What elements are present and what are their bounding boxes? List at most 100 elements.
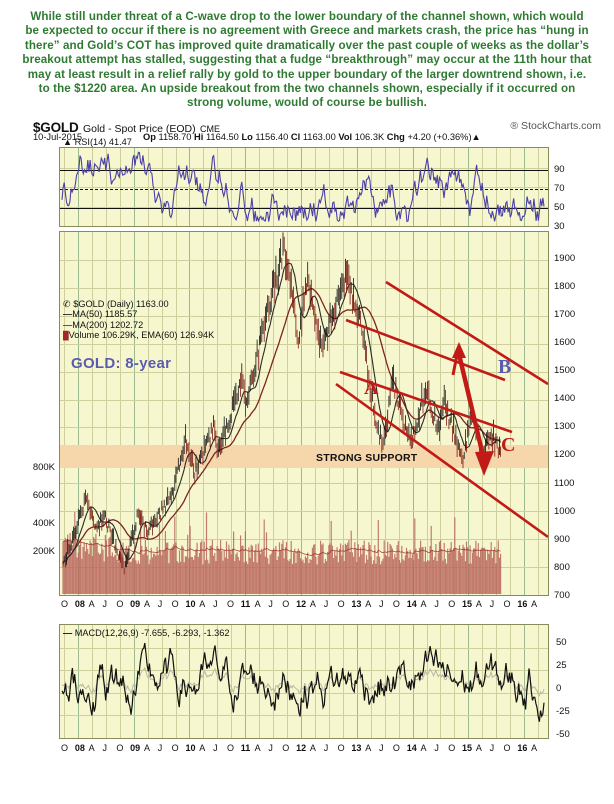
- x-axis-label-32: O: [503, 598, 511, 609]
- x-axis-label-21: 13: [351, 598, 362, 609]
- rsi-ytick-70: 70: [554, 182, 565, 194]
- x-axis-label-10: A: [199, 598, 206, 609]
- x-axis-label-23: J: [379, 742, 384, 753]
- price-ytick-900: 900: [554, 533, 570, 545]
- macd-ytick-25: 25: [556, 660, 567, 672]
- price-gridlines: [60, 231, 548, 595]
- x-axis-label-4: O: [116, 598, 124, 609]
- stockcharts-chart: $GOLD Gold - Spot Price (EOD) CME ® Stoc…: [11, 118, 603, 769]
- x-axis-label-14: A: [254, 742, 261, 753]
- price-ytick-800: 800: [554, 561, 570, 573]
- chart-header: $GOLD Gold - Spot Price (EOD) CME: [33, 119, 220, 137]
- price-legend: ✆ $GOLD (Daily) 1163.00 —MA(50) 1185.57 …: [63, 299, 214, 342]
- x-axis-label-28: O: [448, 742, 456, 753]
- x-axis-label-11: J: [213, 598, 218, 609]
- chart-exchange: CME: [200, 123, 221, 134]
- volume-label: Vol: [338, 131, 353, 142]
- close-label: Cl: [290, 131, 301, 142]
- open-label: Op: [143, 131, 156, 142]
- x-axis-label-11: J: [213, 742, 218, 753]
- chart-symbol: $GOLD: [33, 119, 79, 135]
- rsi-ytick-90: 90: [554, 163, 565, 175]
- x-axis-label-31: J: [489, 742, 495, 753]
- rsi-overbought-line: [60, 169, 548, 171]
- x-axis-label-16: O: [282, 598, 290, 609]
- x-axis-label-22: A: [365, 598, 372, 609]
- x-axis-label-17: 12: [296, 598, 307, 609]
- price-ytick-1600: 1600: [554, 337, 576, 349]
- price-ytick-1900: 1900: [554, 252, 576, 264]
- x-axis-label-25: 14: [406, 742, 417, 753]
- x-axis-label-8: O: [171, 598, 179, 609]
- x-axis-label-19: J: [323, 742, 329, 753]
- price-legend-line3: MA(200) 1202.72: [72, 319, 144, 330]
- x-axis-label-20: O: [337, 598, 345, 609]
- price-ytick-1000: 1000: [554, 505, 576, 517]
- x-axis-label-9: 10: [185, 742, 196, 753]
- x-axis-label-33: 16: [517, 742, 528, 753]
- price-ytick-1200: 1200: [554, 449, 576, 461]
- x-axis-label-28: O: [448, 598, 456, 609]
- ma200-swatch-icon: —: [63, 319, 73, 330]
- price-legend-line1: $GOLD (Daily) 1163.00: [73, 298, 169, 309]
- market-commentary: While still under threat of a C-wave dro…: [22, 10, 592, 110]
- low-value: 1156.40: [255, 131, 289, 142]
- chart-description: Gold - Spot Price (EOD): [82, 122, 196, 135]
- x-axis-label-3: J: [102, 742, 107, 753]
- macd-legend-text: MACD(12,26,9) -7.655, -6.293, -1.362: [74, 627, 230, 638]
- x-axis-label-6: A: [143, 742, 150, 753]
- x-axis-label-2: A: [88, 598, 95, 609]
- close-value: 1163.00: [302, 131, 336, 142]
- change-value: +4.20 (+0.36%): [407, 131, 472, 142]
- wave-c-label: C: [501, 433, 516, 456]
- x-axis-label-26: A: [420, 598, 427, 609]
- x-axis-label-9: 10: [185, 598, 196, 609]
- rsi-oversold-line: [60, 207, 548, 209]
- rsi-legend: ▲ RSI(14) 41.47: [63, 137, 132, 147]
- x-axis-label-0: O: [61, 742, 69, 753]
- x-axis-label-16: O: [282, 742, 290, 753]
- x-axis-label-2: A: [88, 742, 95, 753]
- x-axis-label-8: O: [171, 742, 179, 753]
- x-axis-label-21: 13: [351, 742, 362, 753]
- strong-support-band: [60, 444, 548, 468]
- price-legend-line2: MA(50) 1185.57: [72, 309, 138, 320]
- x-axis-label-5: 09: [130, 598, 141, 609]
- price-legend-line4: Volume 106.29K, EMA(60) 126.94K: [68, 330, 215, 341]
- volume-ytick-600K: 600K: [32, 489, 55, 501]
- x-axis-label-1: 08: [74, 742, 85, 753]
- ohlc-quote-bar: 10-Jul-2015 Op 1158.70 Hi 1164.50 Lo 1156…: [33, 132, 481, 142]
- price-ytick-1800: 1800: [554, 280, 576, 292]
- volume-bars-icon: █: [63, 331, 69, 341]
- x-axis-label-34: A: [531, 598, 538, 609]
- price-ytick-1700: 1700: [554, 309, 576, 321]
- volume-value: 106.3K: [354, 131, 385, 142]
- macd-legend-icon: —: [63, 627, 73, 638]
- macd-legend: — MACD(12,26,9) -7.655, -6.293, -1.362: [63, 628, 230, 638]
- x-axis-label-26: A: [420, 742, 427, 753]
- strong-support-label: STRONG SUPPORT: [316, 451, 418, 464]
- x-axis-label-27: J: [434, 598, 439, 609]
- x-axis-label-30: A: [475, 742, 482, 753]
- x-axis-label-5: 09: [130, 742, 141, 753]
- chart-annotation-title: GOLD: 8-year: [71, 354, 172, 372]
- x-axis-label-24: O: [392, 598, 400, 609]
- x-axis-label-34: A: [531, 742, 538, 753]
- high-value: 1164.50: [205, 131, 239, 142]
- volume-ytick-400K: 400K: [32, 517, 55, 529]
- x-axis-label-23: J: [379, 598, 384, 609]
- price-ytick-1500: 1500: [554, 365, 576, 377]
- x-axis-label-19: J: [323, 598, 329, 609]
- x-axis-label-32: O: [503, 742, 511, 753]
- x-axis-label-7: J: [157, 742, 163, 753]
- x-axis-label-24: O: [392, 742, 400, 753]
- price-panel: [59, 230, 549, 596]
- wave-a-label: A: [364, 376, 379, 399]
- x-axis-label-18: A: [309, 598, 316, 609]
- rsi-ytick-50: 50: [554, 201, 565, 213]
- x-axis-label-31: J: [489, 598, 495, 609]
- x-axis-label-15: J: [268, 598, 273, 609]
- rsi-midline: [60, 188, 548, 190]
- x-axis-label-4: O: [116, 742, 124, 753]
- quote-date: 10-Jul-2015: [33, 131, 83, 142]
